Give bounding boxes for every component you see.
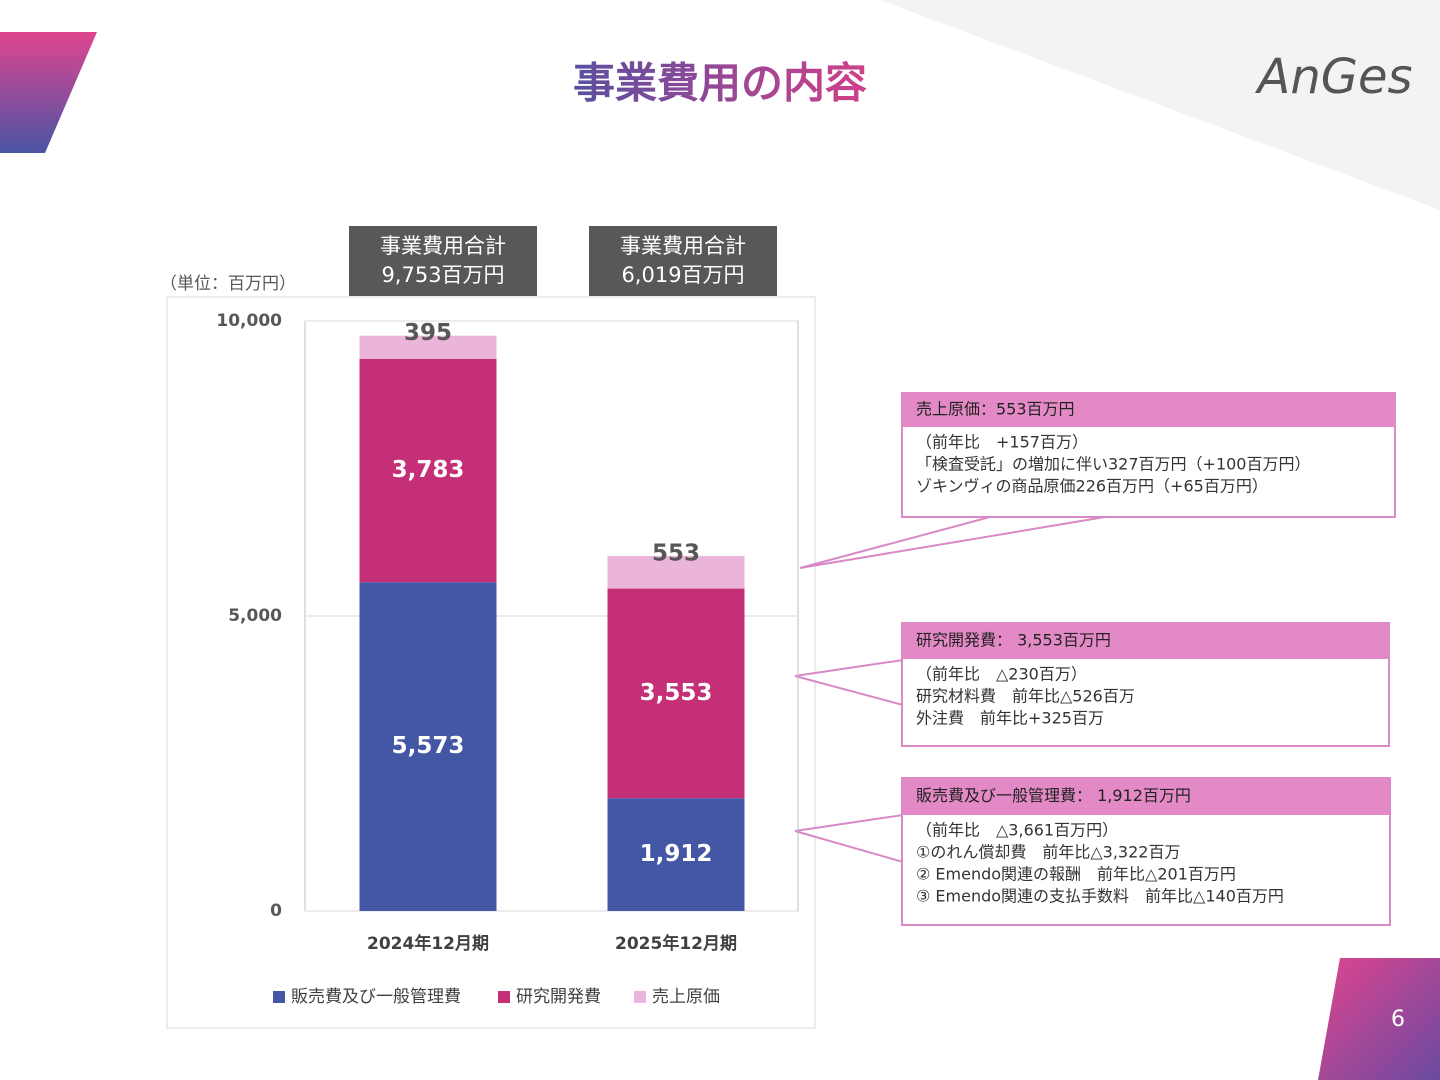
total-box: [349, 226, 537, 296]
data-label: 1,912: [640, 841, 713, 867]
data-label: 553: [652, 540, 700, 566]
legend-swatch: [498, 991, 510, 1003]
bar-segment: [607, 798, 745, 911]
bar-segment: [359, 335, 497, 359]
callout-line: （前年比 +157百万）: [916, 433, 1088, 452]
total-box: [589, 226, 777, 296]
callout-line: （前年比 △3,661百万円）: [916, 821, 1118, 840]
page-number: 6: [1391, 1007, 1405, 1032]
callout-line: （前年比 △230百万）: [916, 665, 1087, 684]
legend-swatch: [273, 991, 285, 1003]
data-label: 3,553: [640, 680, 713, 706]
bar-segment: [359, 582, 497, 911]
total-value: 6,019百万円: [621, 263, 744, 287]
callout-line: 外注費 前年比+325百万: [916, 709, 1104, 728]
callout-pointer: [799, 516, 1106, 569]
callout-line: 研究材料費 前年比△526百万: [916, 687, 1135, 706]
bar-segment: [607, 555, 745, 589]
x-tick-label: 2024年12月期: [367, 933, 489, 954]
unit-label: （単位：百万円）: [160, 274, 296, 294]
logo: AnGes: [1255, 49, 1413, 105]
callout-line: ゾキンヴィの商品原価226百万円（+65百万円）: [916, 477, 1268, 496]
header-decoration: [880, 0, 1440, 210]
total-title: 事業費用合計: [620, 234, 746, 258]
legend-swatch: [634, 991, 646, 1003]
callout-header: 販売費及び一般管理費： 1,912百万円: [916, 786, 1191, 805]
legend-label: 研究開発費: [516, 987, 601, 1007]
data-label: 5,573: [392, 733, 465, 759]
y-tick-label: 0: [270, 901, 282, 921]
callout-line: ③ Emendo関連の支払手数料 前年比△140百万円: [916, 887, 1284, 906]
callout-line: ② Emendo関連の報酬 前年比△201百万円: [916, 865, 1236, 884]
total-value: 9,753百万円: [381, 263, 504, 287]
x-tick-label: 2025年12月期: [615, 933, 737, 954]
legend-label: 売上原価: [652, 987, 720, 1007]
y-tick-label: 10,000: [216, 311, 282, 331]
data-label: 3,783: [392, 457, 465, 483]
callout-line: ①のれん償却費 前年比△3,322百万: [916, 843, 1180, 862]
bar-segment: [607, 588, 745, 799]
callout-line: 「検査受託」の増加に伴い327百万円（+100百万円）: [916, 455, 1311, 474]
callout-header-bg: [902, 778, 1390, 815]
callout-header: 売上原価：553百万円: [916, 400, 1075, 419]
total-title: 事業費用合計: [380, 234, 506, 258]
callout-header: 研究開発費： 3,553百万円: [916, 631, 1111, 650]
y-tick-label: 5,000: [228, 606, 282, 626]
corner-shape: [0, 32, 97, 153]
slide-title: 事業費用の内容: [573, 59, 867, 108]
bar-segment: [359, 358, 497, 583]
page-number-box: [1318, 958, 1440, 1080]
data-label: 395: [404, 320, 452, 346]
legend-label: 販売費及び一般管理費: [291, 987, 461, 1007]
callout-header-bg: [902, 623, 1389, 659]
callout-header-bg: [902, 393, 1395, 427]
